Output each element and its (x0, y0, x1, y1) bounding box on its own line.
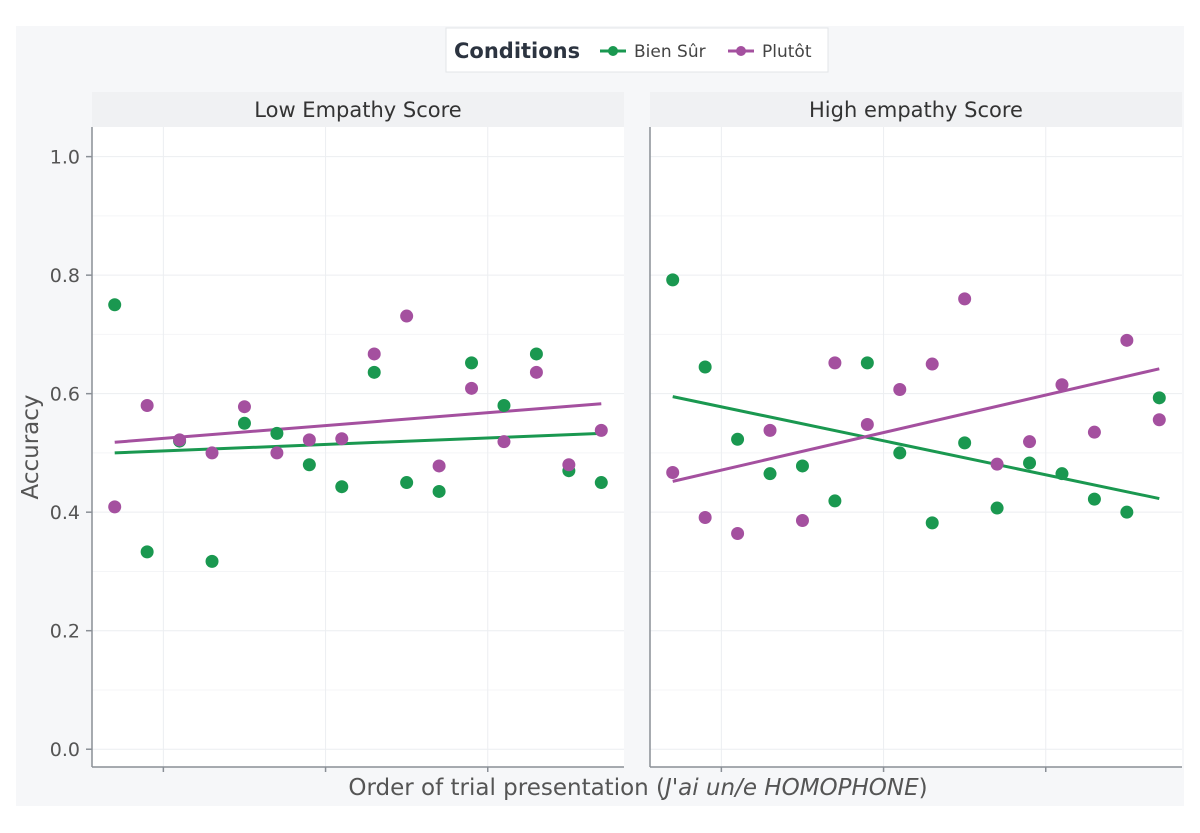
point-low-plut-t (432, 459, 446, 473)
legend-label-plutot: Plutôt (762, 42, 812, 62)
y-axis-title: Accuracy (18, 394, 44, 499)
point-high-plut-t (990, 457, 1004, 471)
point-high-bien-s-r (666, 273, 680, 287)
point-low-plut-t (173, 433, 187, 447)
point-high-bien-s-r (1023, 456, 1037, 470)
point-high-plut-t (1152, 413, 1166, 427)
point-low-bien-s-r (335, 480, 349, 494)
legend-title: Conditions (454, 39, 580, 63)
panel-title-low: Low Empathy Score (254, 98, 461, 122)
y-axis-ticks: 0.0 0.2 0.4 0.6 0.8 1.0 (50, 147, 92, 761)
x-axis-ticks (162, 767, 1047, 772)
grid-lines (92, 127, 1182, 767)
trend-line-low-plut-t (114, 402, 602, 444)
x-axis-title-suffix: ) (919, 775, 928, 801)
legend-label-bien-sur: Bien Sûr (634, 42, 706, 62)
trend-line-low-bien-s-r (114, 431, 602, 455)
point-low-bien-s-r (140, 545, 154, 559)
point-high-bien-s-r (925, 516, 939, 530)
point-low-plut-t (594, 423, 608, 437)
point-high-bien-s-r (698, 360, 712, 374)
point-low-bien-s-r (497, 399, 511, 413)
legend-box (445, 27, 829, 73)
point-low-bien-s-r (302, 458, 316, 472)
point-high-bien-s-r (893, 446, 907, 460)
point-low-bien-s-r (465, 356, 479, 370)
point-high-plut-t (666, 465, 680, 479)
point-high-plut-t (1087, 425, 1101, 439)
point-high-plut-t (1055, 378, 1069, 392)
point-high-bien-s-r (763, 467, 777, 481)
point-high-bien-s-r (1055, 467, 1069, 481)
legend: Conditions Bien Sûr Plutôt (445, 27, 829, 73)
point-low-bien-s-r (108, 298, 122, 312)
y-tick-label: 0.4 (50, 502, 80, 524)
point-low-bien-s-r (205, 554, 219, 568)
point-low-bien-s-r (594, 476, 608, 490)
panel-area-low (92, 127, 624, 767)
point-low-bien-s-r (237, 416, 251, 430)
point-low-plut-t (367, 347, 381, 361)
panel-strip-low (92, 92, 624, 127)
x-axis-title-italic: J'ai un/e HOMOPHONE (661, 775, 919, 801)
point-high-bien-s-r (1120, 505, 1134, 519)
trend-line-high-bien-s-r (672, 395, 1160, 501)
point-high-plut-t (860, 417, 874, 431)
point-low-bien-s-r (432, 484, 446, 498)
y-tick-label: 0.2 (50, 621, 80, 643)
point-high-bien-s-r (1152, 391, 1166, 405)
point-low-bien-s-r (270, 426, 284, 440)
y-tick-label: 1.0 (50, 147, 80, 169)
point-low-bien-s-r (367, 365, 381, 379)
y-tick-label: 0.6 (50, 384, 80, 406)
legend-entry-plutot: Plutôt (728, 42, 812, 62)
point-low-bien-s-r (400, 476, 414, 490)
point-high-plut-t (698, 511, 712, 525)
point-low-plut-t (140, 399, 154, 413)
point-high-plut-t (1023, 435, 1037, 449)
legend-key-point-plutot (736, 46, 746, 56)
point-high-bien-s-r (1087, 492, 1101, 506)
point-high-plut-t (795, 513, 809, 527)
point-high-bien-s-r (731, 432, 745, 446)
point-low-bien-s-r (529, 347, 543, 361)
point-high-bien-s-r (990, 501, 1004, 515)
point-high-plut-t (1120, 333, 1134, 347)
trend-line-high-plut-t (672, 367, 1160, 483)
point-low-plut-t (108, 500, 122, 514)
point-high-bien-s-r (795, 459, 809, 473)
panel-strip-high (650, 92, 1182, 127)
point-low-plut-t (529, 365, 543, 379)
legend-key-point-bien-sur (608, 46, 618, 56)
point-low-plut-t (335, 432, 349, 446)
point-high-plut-t (763, 423, 777, 437)
point-low-plut-t (302, 433, 316, 447)
point-low-plut-t (497, 435, 511, 449)
point-low-plut-t (400, 309, 414, 323)
point-high-plut-t (958, 292, 972, 306)
y-tick-label: 0.8 (50, 265, 80, 287)
point-low-plut-t (237, 400, 251, 414)
point-low-plut-t (205, 446, 219, 460)
point-low-plut-t (562, 458, 576, 472)
data-points (108, 273, 1166, 568)
legend-entry-bien-sur: Bien Sûr (600, 42, 706, 62)
point-high-bien-s-r (860, 356, 874, 370)
point-high-plut-t (731, 527, 745, 541)
x-axis-title: Order of trial presentation (J'ai un/e H… (348, 775, 927, 801)
x-axis-title-prefix: Order of trial presentation ( (348, 775, 665, 801)
trend-lines (114, 367, 1160, 501)
point-high-bien-s-r (828, 494, 842, 508)
panel-title-high: High empathy Score (809, 98, 1023, 122)
y-tick-label: 0.0 (50, 739, 80, 761)
point-low-plut-t (270, 446, 284, 460)
point-high-plut-t (893, 383, 907, 397)
point-high-plut-t (828, 356, 842, 370)
point-low-plut-t (465, 381, 479, 395)
point-high-plut-t (925, 357, 939, 371)
point-high-bien-s-r (958, 436, 972, 450)
